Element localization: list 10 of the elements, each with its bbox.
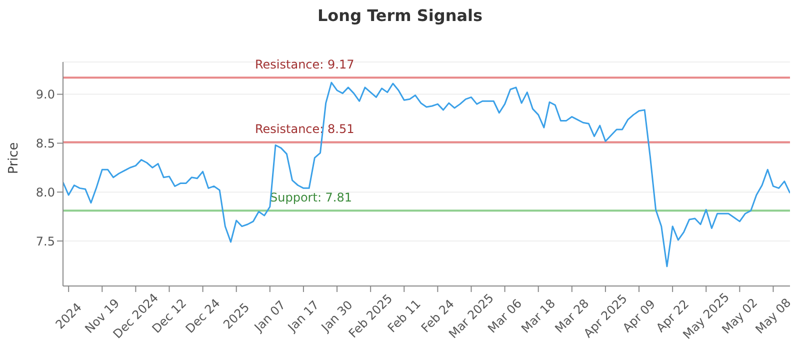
- y-tick-label: 7.5: [36, 234, 55, 248]
- line-series: [63, 82, 790, 268]
- y-axis-title: Price: [6, 142, 22, 174]
- ref-line-label: Resistance: 9.17: [255, 58, 354, 72]
- y-tick-label: 9.0: [36, 88, 55, 102]
- y-tick-label: 8.5: [36, 136, 55, 150]
- ref-line-label: Resistance: 8.51: [255, 122, 354, 136]
- ref-line-label: Support: 7.81: [270, 190, 352, 205]
- y-tick-label: 8.0: [36, 185, 55, 200]
- chart-title: Long Term Signals: [316, 6, 484, 25]
